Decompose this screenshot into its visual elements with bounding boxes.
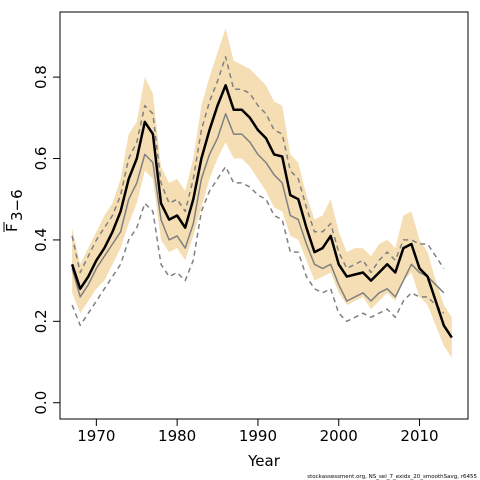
confidence-band bbox=[72, 28, 452, 358]
other-estimate-line bbox=[71, 113, 445, 302]
footnote: stockassessment.org, NS_sel_7_exidx_20_s… bbox=[307, 474, 477, 480]
x-tick-label: 1970 bbox=[77, 427, 115, 445]
y-axis-title: F 3−6 bbox=[3, 189, 26, 232]
y-tick-label: 0.0 bbox=[32, 391, 50, 415]
x-tick-label: 1990 bbox=[239, 427, 277, 445]
x-axis-title: Year bbox=[247, 452, 281, 470]
x-tick-label: 2000 bbox=[320, 427, 358, 445]
y-axis-title-base: F bbox=[3, 223, 21, 232]
x-tick-label: 1980 bbox=[158, 427, 196, 445]
plot-frame bbox=[59, 11, 469, 420]
x-tick-label: 2010 bbox=[400, 427, 438, 445]
y-tick-label: 0.6 bbox=[32, 147, 50, 171]
other-lower-bound-line bbox=[71, 165, 445, 327]
axes: 1970 1980 1990 2000 2010 0.0 0.2 0.4 0.6 0.8 bbox=[32, 65, 439, 445]
y-axis-title-subscript: 3−6 bbox=[8, 189, 26, 221]
y-tick-label: 0.2 bbox=[32, 309, 50, 333]
y-tick-label: 0.8 bbox=[32, 65, 50, 89]
other-upper-bound-line bbox=[71, 56, 445, 274]
plot-area bbox=[70, 28, 453, 358]
estimate-line bbox=[70, 84, 453, 339]
y-tick-label: 0.4 bbox=[32, 228, 50, 252]
